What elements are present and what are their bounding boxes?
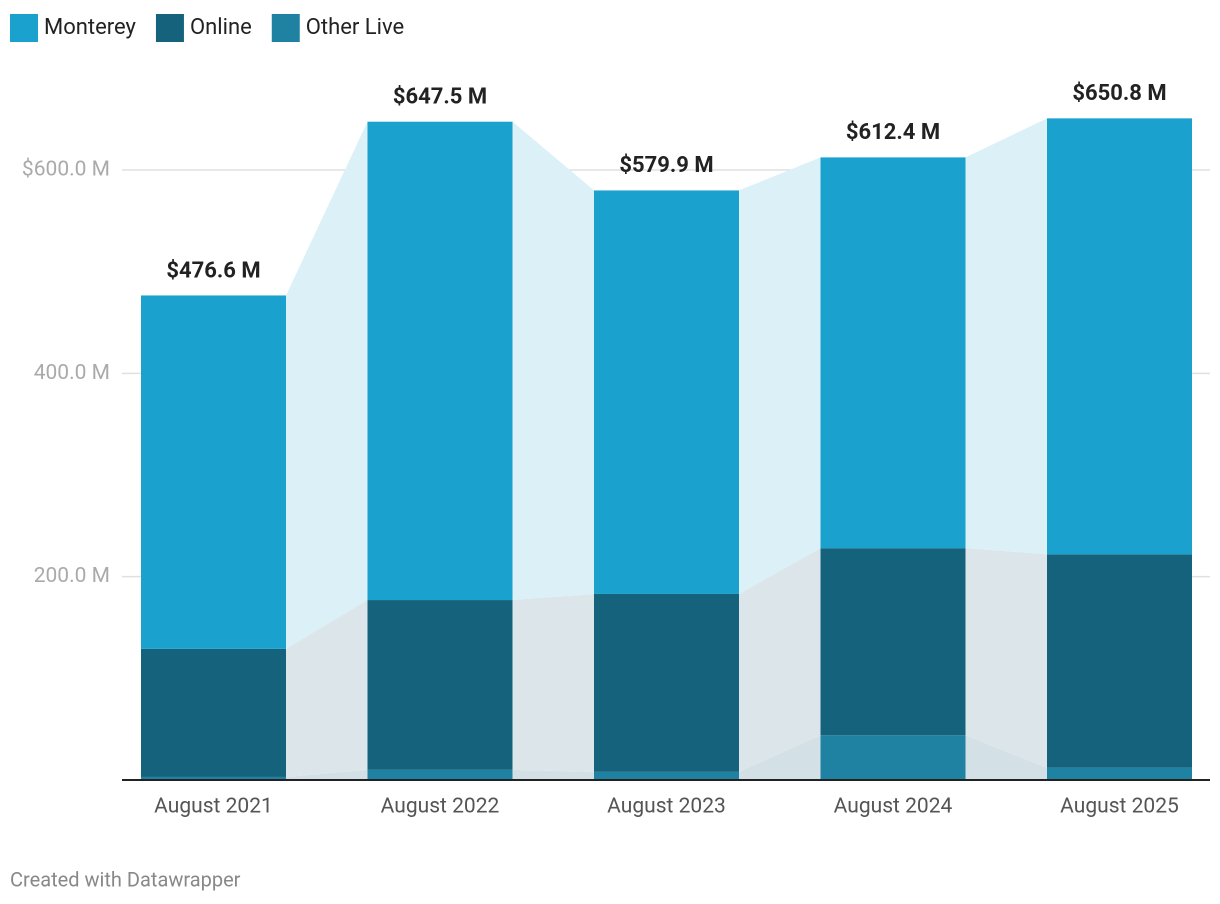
y-tick-label: 200.0 M [34,564,110,588]
legend-label: Monterey [44,15,137,40]
bar-segment [1047,554,1192,768]
legend-swatch [10,14,38,42]
x-tick-label: August 2021 [154,795,273,819]
legend-swatch [155,14,184,42]
bar-segment [820,548,966,736]
y-tick-label: $600.0 M [22,158,110,182]
bar-segment [141,648,286,777]
connector-area [512,121,594,601]
connector-area [286,600,368,777]
legend-swatch [271,14,300,42]
legend-label: Online [190,15,252,40]
total-label: $579.9 M [619,153,713,178]
connector-area [965,548,1047,768]
bar-segment [820,735,966,780]
total-label: $647.5 M [393,85,487,110]
bar-segment [141,776,286,780]
total-label: $650.8 M [1072,81,1166,106]
connector-area [512,593,594,772]
x-tick-label: August 2025 [1060,795,1179,819]
connector-area [739,157,821,594]
x-tick-label: August 2024 [834,795,953,819]
bar-segment [820,157,966,549]
bar-segment [594,593,739,772]
total-label: $612.4 M [846,120,940,145]
y-tick-label: 400.0 M [34,361,110,385]
connector-area [739,735,821,780]
bar-segment [1047,118,1192,555]
bar-segment [367,769,513,780]
bar-segment [594,771,739,780]
x-tick-label: August 2022 [381,795,500,819]
connector-area [512,769,594,780]
bar-segment [594,190,739,594]
bar-segment [367,600,513,770]
legend-label: Other Live [306,15,404,40]
connector-area [286,769,368,780]
bar-segment [141,295,286,649]
connector-area [739,548,821,772]
bar-segment [1047,767,1192,780]
connector-area [965,118,1047,555]
connector-area [965,735,1047,780]
x-tick-label: August 2023 [607,795,726,819]
bar-segment [367,121,513,601]
total-label: $476.6 M [166,258,260,283]
connector-area [286,121,368,649]
footer: Created with Datawrapper [10,867,241,891]
